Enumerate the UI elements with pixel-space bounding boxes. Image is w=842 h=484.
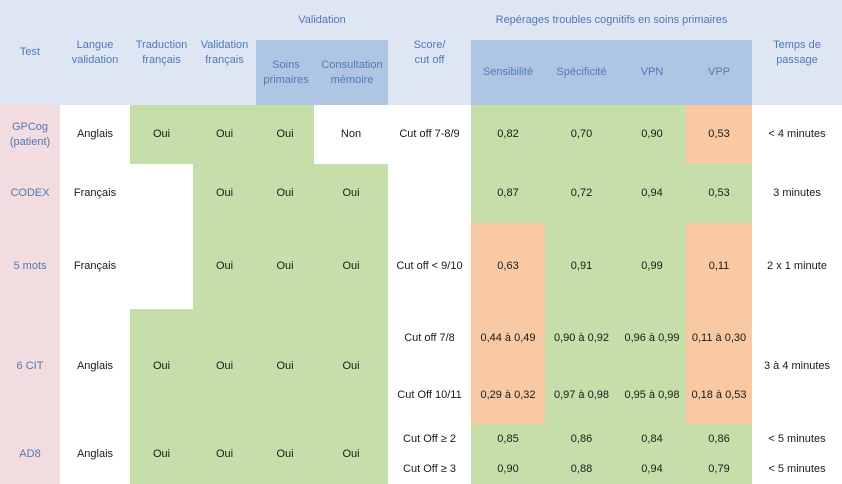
header-temps: Temps de passage	[773, 38, 821, 66]
row-codex-sens: 0,87	[497, 187, 519, 200]
row-6cit-a-vpn: 0,96 à 0,99	[624, 331, 680, 344]
header-test: Test	[19, 46, 41, 59]
row-ad8-a-vpp: 0,86	[708, 432, 730, 445]
row-ad8-test: AD8	[19, 447, 41, 460]
green-block-vpp-codex	[686, 164, 752, 223]
row-ad8-consult: Oui	[342, 447, 360, 460]
header-validation-group: Validation	[298, 13, 346, 26]
row-codex-spec: 0,72	[570, 187, 593, 200]
row-6cit-b-sens: 0,29 à 0,32	[480, 389, 536, 402]
row-5mots-langue: Français	[73, 259, 117, 272]
row-codex-test: CODEX	[10, 187, 50, 200]
row-ad8-b-sens: 0,90	[497, 462, 519, 475]
header-sensibilite: Sensibilité	[482, 66, 534, 79]
header-specificite: Spécificité	[556, 66, 607, 79]
row-gpcog-temps: < 4 minutes	[768, 128, 826, 141]
row-ad8-traduction: Oui	[152, 447, 171, 460]
row-6cit-soins: Oui	[276, 360, 294, 373]
green-block-gpcog	[130, 105, 314, 164]
row-gpcog-sens: 0,82	[497, 128, 519, 141]
row-gpcog-consult: Non	[340, 128, 362, 141]
row-5mots-consult: Oui	[342, 259, 360, 272]
row-ad8-a-score: Cut Off ≥ 2	[403, 432, 456, 445]
row-6cit-consult: Oui	[342, 360, 360, 373]
row-ad8-a-spec: 0,86	[570, 432, 593, 445]
header-score: Score/ cut off	[413, 38, 446, 66]
header-langue: Langue validation	[71, 38, 119, 66]
row-ad8-langue: Anglais	[76, 447, 114, 460]
header-soins-primaires: Soins primaires	[263, 58, 309, 86]
row-codex-vpn: 0,94	[641, 187, 663, 200]
row-ad8-b-temps: < 5 minutes	[768, 462, 826, 475]
row-6cit-b-vpp: 0,18 à 0,53	[691, 389, 747, 402]
row-ad8-b-spec: 0,88	[570, 462, 593, 475]
row-6cit-traduction: Oui	[152, 360, 171, 373]
row-ad8-a-vpn: 0,84	[641, 432, 663, 445]
row-gpcog-test: GPCog (patient)	[9, 120, 51, 148]
row-gpcog-traduction: Oui	[152, 128, 171, 141]
validation-subheader-band	[256, 40, 388, 105]
row-6cit-a-vpp: 0,11 à 0,30	[691, 331, 747, 344]
row-5mots-soins: Oui	[276, 259, 294, 272]
green-block-6cit-ad8	[130, 309, 388, 484]
row-6cit-langue: Anglais	[76, 360, 114, 373]
orange-block-sens	[471, 223, 545, 424]
row-ad8-b-score: Cut Off ≥ 3	[403, 462, 456, 475]
row-gpcog-spec: 0,70	[570, 128, 593, 141]
row-5mots-score: Cut off < 9/10	[396, 259, 463, 272]
row-6cit-a-score: Cut off 7/8	[404, 331, 455, 344]
row-5mots-validation-fr: Oui	[215, 259, 234, 272]
row-codex-vpp: 0,53	[708, 187, 730, 200]
row-5mots-temps: 2 x 1 minute	[767, 259, 827, 272]
row-5mots-test: 5 mots	[13, 259, 47, 272]
row-gpcog-vpn: 0,90	[641, 128, 663, 141]
test-column-band	[0, 105, 60, 484]
row-ad8-validation-fr: Oui	[215, 447, 234, 460]
header-reperage-group: Repérages troubles cognitifs en soins pr…	[495, 13, 728, 26]
row-6cit-a-sens: 0,44 à 0,49	[480, 331, 536, 344]
header-vpn: VPN	[640, 66, 664, 79]
row-5mots-sens: 0,63	[497, 259, 519, 272]
row-5mots-vpn: 0,99	[641, 259, 663, 272]
row-6cit-a-spec: 0,90 à 0,92	[553, 331, 610, 344]
row-gpcog-langue: Anglais	[76, 128, 114, 141]
row-codex-temps: 3 minutes	[773, 187, 821, 200]
row-gpcog-score: Cut off 7-8/9	[399, 128, 460, 141]
row-ad8-b-vpp: 0,79	[708, 462, 730, 475]
row-ad8-a-sens: 0,85	[497, 432, 519, 445]
orange-block-vpp-gpcog	[686, 105, 752, 164]
row-6cit-b-spec: 0,97 à 0,98	[553, 389, 610, 402]
row-ad8-a-temps: < 5 minutes	[768, 432, 826, 445]
row-5mots-spec: 0,91	[570, 259, 593, 272]
row-6cit-test: 6 CIT	[16, 360, 44, 373]
reperage-subheader-band	[471, 40, 752, 105]
row-ad8-soins: Oui	[276, 447, 294, 460]
row-codex-langue: Français	[73, 187, 117, 200]
row-gpcog-validation-fr: Oui	[215, 128, 234, 141]
row-6cit-b-score: Cut Off 10/11	[397, 389, 462, 402]
orange-block-vpp-lower	[686, 223, 752, 424]
row-6cit-b-vpn: 0,95 à 0,98	[624, 389, 680, 402]
green-block-vpp-ad8	[686, 424, 752, 484]
row-codex-soins: Oui	[276, 187, 294, 200]
row-codex-consult: Oui	[342, 187, 360, 200]
header-consultation-memoire: Consultation mémoire	[321, 58, 383, 86]
row-6cit-temps: 3 à 4 minutes	[763, 360, 831, 373]
row-5mots-vpp: 0,11	[708, 259, 730, 272]
row-gpcog-soins: Oui	[276, 128, 294, 141]
green-block-codex-5mots	[193, 164, 388, 309]
header-traduction: Traduction français	[135, 38, 188, 66]
row-gpcog-vpp: 0,53	[708, 128, 730, 141]
row-6cit-validation-fr: Oui	[215, 360, 234, 373]
header-vpp: VPP	[707, 66, 730, 79]
header-validation-francais: Validation français	[200, 38, 249, 66]
row-codex-validation-fr: Oui	[215, 187, 234, 200]
row-ad8-b-vpn: 0,94	[641, 462, 663, 475]
